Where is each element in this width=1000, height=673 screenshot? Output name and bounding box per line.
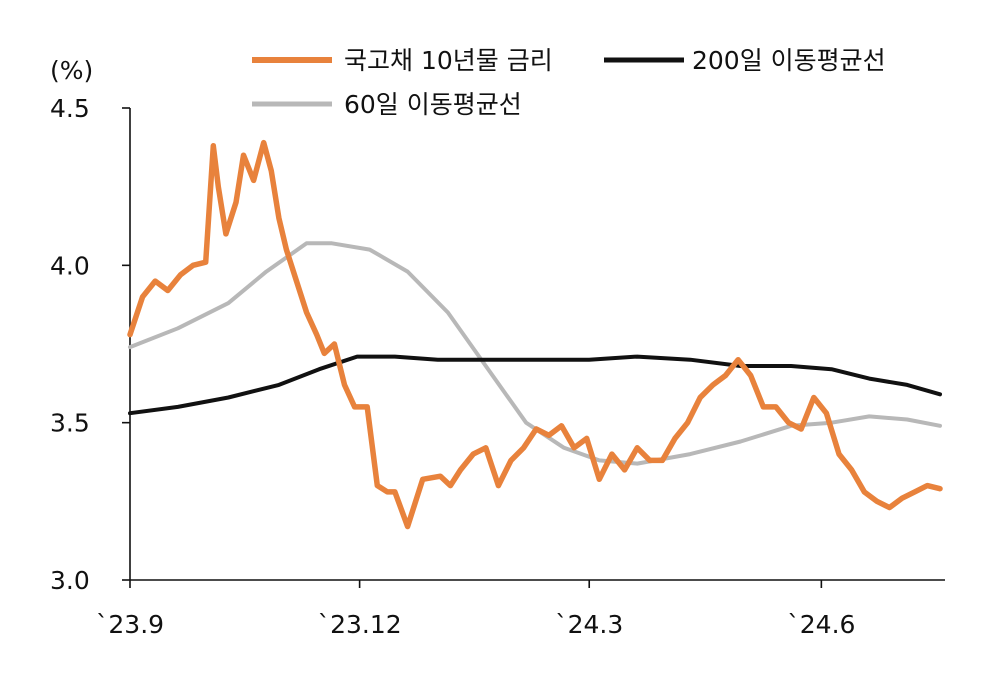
y-tick-label: 4.5 — [50, 94, 90, 123]
x-tick-label: `23.9 — [96, 610, 164, 639]
legend-label-series-3: 60일 이동평균선 — [344, 90, 522, 119]
legend: 국고채 10년물 금리 200일 이동평균선 60일 이동평균선 — [252, 46, 886, 119]
x-tick-label: `24.3 — [555, 610, 623, 639]
x-tick-label: `23.12 — [318, 610, 402, 639]
y-ticks: 4.5 4.0 3.5 3.0 — [50, 94, 130, 595]
y-tick-label: 3.5 — [50, 409, 90, 438]
series-layer — [127, 139, 943, 530]
y-tick-label: 4.0 — [50, 251, 90, 280]
y-axis-label: (%) — [50, 56, 93, 85]
series-line-1 — [127, 139, 943, 530]
legend-label-series-1: 국고채 10년물 금리 — [344, 46, 553, 75]
x-tick-label: `24.6 — [787, 610, 855, 639]
y-tick-label: 3.0 — [50, 566, 90, 595]
x-ticks: `23.9 `23.12 `24.3 `24.6 — [96, 580, 855, 639]
legend-label-series-2: 200일 이동평균선 — [692, 46, 886, 75]
series-line-3 — [128, 241, 942, 466]
series-line-2 — [128, 354, 942, 416]
